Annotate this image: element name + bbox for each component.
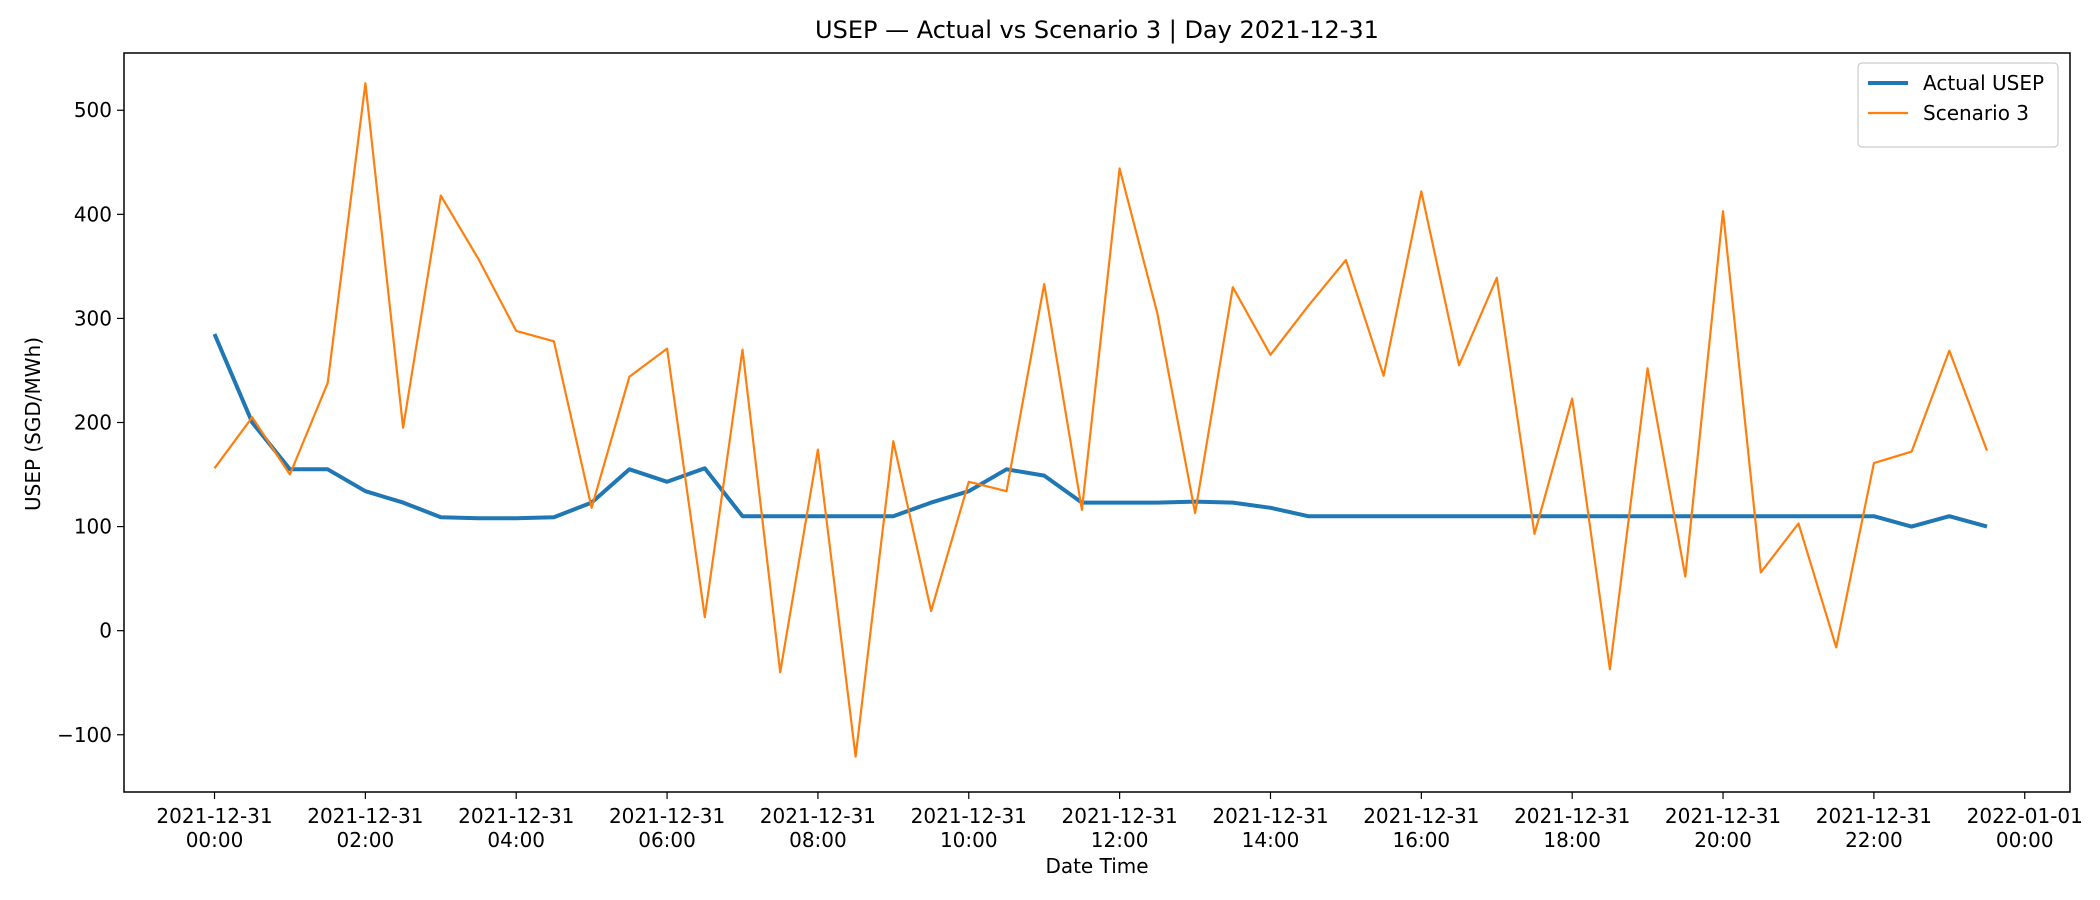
plot-frame <box>123 52 2071 793</box>
x-axis-ticks: 2021-12-3100:002021-12-3102:002021-12-31… <box>156 792 2083 852</box>
x-tick-label-date: 2021-12-31 <box>911 804 1027 828</box>
y-tick-label: 200 <box>74 411 112 435</box>
x-tick-label-time: 12:00 <box>1091 828 1149 852</box>
y-axis-title: USEP (SGD/MWh) <box>21 337 45 511</box>
x-tick-label-time: 00:00 <box>1996 828 2054 852</box>
x-tick-label-date: 2021-12-31 <box>458 804 574 828</box>
x-tick-label-time: 18:00 <box>1543 828 1601 852</box>
legend: Actual USEP Scenario 3 <box>1857 62 2059 148</box>
x-tick-label-time: 00:00 <box>186 828 244 852</box>
x-tick-label-time: 04:00 <box>487 828 545 852</box>
y-tick-label: −100 <box>57 723 112 747</box>
y-tick-label: 400 <box>74 202 112 226</box>
x-tick-label-time: 08:00 <box>789 828 847 852</box>
y-axis-ticks: −100 0 100 200 300 400 500 <box>57 98 124 747</box>
x-tick-label-date: 2021-12-31 <box>156 804 272 828</box>
series-line-actual-usep <box>212 333 1988 529</box>
x-tick-label-date: 2021-12-31 <box>307 804 423 828</box>
y-tick-label: 300 <box>74 306 112 330</box>
x-tick-label-date: 2021-12-31 <box>1212 804 1328 828</box>
x-axis-title: Date Time <box>1045 854 1148 878</box>
x-tick-label-time: 06:00 <box>638 828 696 852</box>
x-tick-label-date: 2021-12-31 <box>1062 804 1178 828</box>
x-tick-label-time: 20:00 <box>1694 828 1752 852</box>
y-tick-label: 0 <box>99 619 112 643</box>
x-tick-label-date: 2021-12-31 <box>1514 804 1630 828</box>
legend-label-actual-usep: Actual USEP <box>1923 71 2044 95</box>
x-tick-label-date: 2022-01-01 <box>1967 804 2083 828</box>
x-tick-label-date: 2021-12-31 <box>1665 804 1781 828</box>
legend-label-scenario-3: Scenario 3 <box>1923 101 2029 125</box>
series-layer <box>212 82 1989 758</box>
x-tick-label-time: 22:00 <box>1845 828 1903 852</box>
x-tick-label-date: 2021-12-31 <box>1816 804 1932 828</box>
x-tick-label-date: 2021-12-31 <box>760 804 876 828</box>
x-tick-label-time: 10:00 <box>940 828 998 852</box>
y-tick-label: 100 <box>74 515 112 539</box>
x-tick-label-date: 2021-12-31 <box>609 804 725 828</box>
x-tick-label-time: 02:00 <box>337 828 395 852</box>
x-tick-label-time: 16:00 <box>1393 828 1451 852</box>
y-tick-label: 500 <box>74 98 112 122</box>
x-tick-label-time: 14:00 <box>1242 828 1300 852</box>
chart-title: USEP — Actual vs Scenario 3 | Day 2021-1… <box>815 16 1379 44</box>
x-tick-label-date: 2021-12-31 <box>1363 804 1479 828</box>
series-line-scenario-3 <box>213 82 1989 758</box>
